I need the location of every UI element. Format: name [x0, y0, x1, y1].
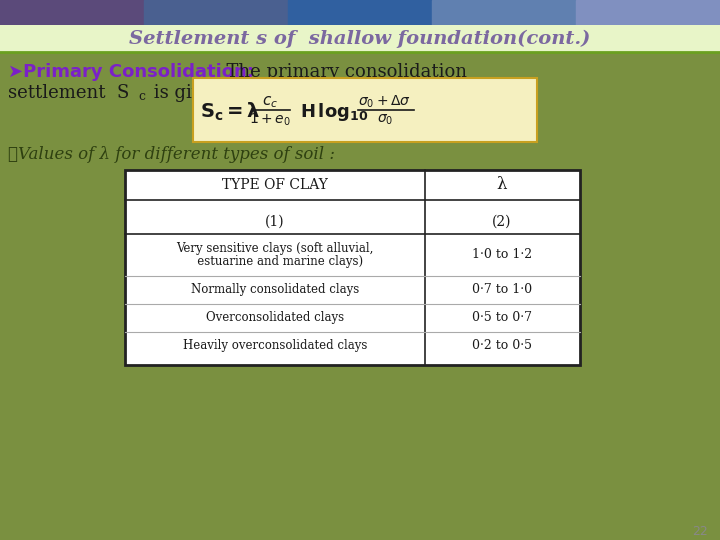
Text: $\mathbf{S_c = \lambda}$: $\mathbf{S_c = \lambda}$ [200, 101, 261, 123]
Text: The primary consolidation: The primary consolidation [215, 63, 467, 81]
Bar [125, 170, 580, 365]
Bar [144, 0, 290, 25]
Text: is given  by the following formula:: is given by the following formula: [148, 84, 467, 102]
Bar [0, 0, 146, 25]
Text: $c_c$: $c_c$ [262, 94, 278, 110]
Text: ➤Primary Consolidation:: ➤Primary Consolidation: [8, 63, 254, 81]
Text: 1·0 to 1·2: 1·0 to 1·2 [472, 248, 532, 261]
Text: $\sigma_0$: $\sigma_0$ [377, 113, 393, 127]
Text: Normally consolidated clays: Normally consolidated clays [191, 284, 359, 296]
Text: (2): (2) [492, 215, 512, 229]
Text: Heavily overconsolidated clays: Heavily overconsolidated clays [183, 339, 367, 352]
Text: 0·5 to 0·7: 0·5 to 0·7 [472, 311, 532, 325]
Text: Very sensitive clays (soft alluvial,: Very sensitive clays (soft alluvial, [176, 242, 374, 255]
Text: λ: λ [497, 177, 508, 193]
Text: Overconsolidated clays: Overconsolidated clays [206, 311, 344, 325]
Bar [0, 25, 720, 52]
Bar [576, 0, 720, 25]
Text: 0·7 to 1·0: 0·7 to 1·0 [472, 284, 532, 296]
Text: TYPE OF CLAY: TYPE OF CLAY [222, 178, 328, 192]
Text: $1+e_0$: $1+e_0$ [249, 112, 291, 128]
Text: estuarine and marine clays): estuarine and marine clays) [186, 255, 364, 268]
Text: Settlement s of  shallow foundation(cont.): Settlement s of shallow foundation(cont.… [130, 30, 590, 48]
Text: $\sigma_0+\Delta\sigma$: $\sigma_0+\Delta\sigma$ [359, 94, 412, 110]
Text: (1): (1) [265, 215, 285, 229]
Text: 22: 22 [692, 525, 708, 538]
Text: $\mathbf{H\,log_{10}}$: $\mathbf{H\,log_{10}}$ [300, 101, 369, 123]
Text: 0·2 to 0·5: 0·2 to 0·5 [472, 339, 532, 352]
Bar [432, 0, 578, 25]
Bar [288, 0, 434, 25]
Text: c: c [138, 90, 145, 104]
Text: ❖Values of λ for different types of soil :: ❖Values of λ for different types of soil… [8, 146, 335, 164]
Text: settlement  S: settlement S [8, 84, 130, 102]
FancyBboxPatch shape [193, 78, 537, 142]
